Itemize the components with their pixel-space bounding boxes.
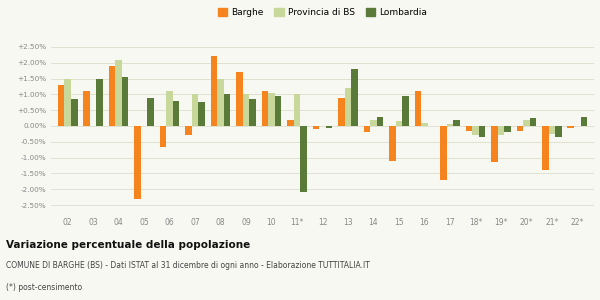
Bar [344, 88, 352, 126]
Bar [415, 91, 421, 126]
Bar [581, 116, 587, 126]
Bar [466, 126, 472, 131]
Bar [421, 123, 428, 126]
Bar [504, 126, 511, 132]
Bar [199, 102, 205, 126]
Bar [377, 116, 383, 126]
Bar [83, 91, 90, 126]
Bar [275, 96, 281, 126]
Bar [64, 79, 71, 126]
Bar [497, 126, 504, 136]
Bar [268, 93, 275, 126]
Bar [364, 126, 370, 132]
Bar [548, 126, 555, 134]
Bar [389, 126, 395, 161]
Text: Variazione percentuale della popolazione: Variazione percentuale della popolazione [6, 239, 250, 250]
Bar [440, 126, 446, 180]
Bar [109, 66, 115, 126]
Bar [395, 121, 402, 126]
Bar [301, 126, 307, 192]
Bar [211, 56, 217, 126]
Bar [287, 120, 293, 126]
Bar [192, 94, 199, 126]
Bar [58, 85, 64, 126]
Bar [491, 126, 497, 162]
Bar [542, 126, 548, 170]
Bar [160, 126, 166, 147]
Bar [224, 94, 230, 126]
Bar [115, 60, 122, 126]
Bar [71, 99, 77, 126]
Bar [173, 101, 179, 126]
Bar [352, 69, 358, 126]
Bar [370, 120, 377, 126]
Bar [166, 91, 173, 126]
Bar [134, 126, 141, 199]
Bar [523, 120, 530, 126]
Text: (*) post-censimento: (*) post-censimento [6, 283, 82, 292]
Bar [517, 126, 523, 131]
Text: COMUNE DI BARGHE (BS) - Dati ISTAT al 31 dicembre di ogni anno - Elaborazione TU: COMUNE DI BARGHE (BS) - Dati ISTAT al 31… [6, 262, 370, 271]
Bar [262, 91, 268, 126]
Bar [217, 79, 224, 126]
Bar [338, 98, 344, 126]
Bar [97, 79, 103, 126]
Bar [250, 99, 256, 126]
Bar [530, 118, 536, 126]
Legend: Barghe, Provincia di BS, Lombardia: Barghe, Provincia di BS, Lombardia [215, 5, 430, 20]
Bar [243, 94, 250, 126]
Bar [479, 126, 485, 137]
Bar [402, 96, 409, 126]
Bar [122, 77, 128, 126]
Bar [326, 126, 332, 128]
Bar [236, 72, 243, 126]
Bar [293, 94, 301, 126]
Bar [148, 98, 154, 126]
Bar [185, 126, 192, 136]
Bar [568, 126, 574, 128]
Bar [472, 126, 479, 136]
Bar [313, 126, 319, 129]
Bar [453, 120, 460, 126]
Bar [446, 124, 453, 126]
Bar [555, 126, 562, 137]
